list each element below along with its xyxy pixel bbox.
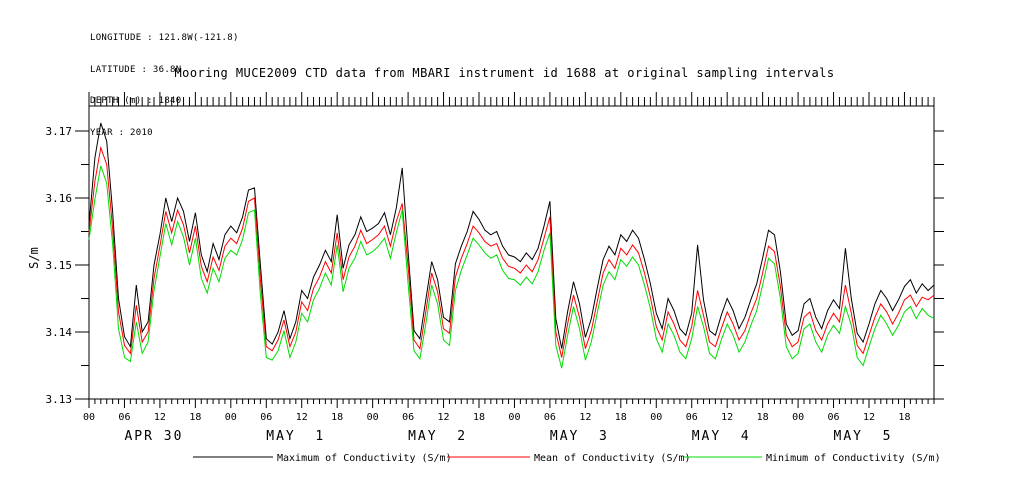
series-line-mean bbox=[88, 145, 935, 358]
x-hour-label: 00 bbox=[650, 412, 662, 423]
x-hour-label: 12 bbox=[721, 412, 733, 423]
x-day-label: MAY 2 bbox=[408, 429, 467, 444]
series-line-minimum bbox=[88, 165, 935, 369]
legend-label-mean: Mean of Conductivity (S/m) bbox=[534, 453, 691, 464]
x-hour-label: 00 bbox=[508, 412, 520, 423]
x-hour-label: 18 bbox=[757, 412, 769, 423]
plot-frame bbox=[88, 105, 935, 400]
x-hour-label: 18 bbox=[331, 412, 343, 423]
y-axis-tick-label: 3.14 bbox=[46, 326, 73, 339]
y-axis-title: S/m bbox=[27, 247, 41, 269]
y-axis-tick-label: 3.13 bbox=[46, 393, 73, 406]
x-hour-label: 12 bbox=[863, 412, 875, 423]
latitude-label: LATITUDE : 36.8N bbox=[90, 64, 182, 75]
x-day-label: MAY 5 bbox=[834, 429, 893, 444]
x-hour-label: 18 bbox=[189, 412, 201, 423]
x-day-label: MAY 1 bbox=[266, 429, 325, 444]
x-hour-label: 18 bbox=[473, 412, 485, 423]
x-hour-label: 12 bbox=[579, 412, 591, 423]
y-axis-tick-label: 3.17 bbox=[46, 125, 73, 138]
x-hour-label: 00 bbox=[367, 412, 379, 423]
y-axis-tick-label: 3.16 bbox=[46, 192, 73, 205]
series-line-maximum bbox=[88, 122, 935, 349]
x-hour-label: 00 bbox=[83, 412, 95, 423]
x-hour-label: 00 bbox=[225, 412, 237, 423]
chart-title: Mooring MUCE2009 CTD data from MBARI ins… bbox=[174, 66, 835, 80]
x-day-label: MAY 3 bbox=[550, 429, 609, 444]
x-hour-label: 06 bbox=[118, 412, 130, 423]
x-hour-label: 00 bbox=[792, 412, 804, 423]
x-hour-label: 06 bbox=[402, 412, 414, 423]
x-hour-label: 06 bbox=[260, 412, 272, 423]
legend-label-maximum: Maximum of Conductivity (S/m) bbox=[277, 453, 452, 464]
x-hour-label: 06 bbox=[828, 412, 840, 423]
metadata-block: LONGITUDE : 121.8W(-121.8) LATITUDE : 36… bbox=[90, 12, 239, 159]
x-hour-label: 12 bbox=[438, 412, 450, 423]
longitude-label: LONGITUDE : 121.8W(-121.8) bbox=[90, 33, 239, 43]
legend-label-minimum: Minimum of Conductivity (S/m) bbox=[766, 453, 941, 464]
x-hour-label: 06 bbox=[686, 412, 698, 423]
depth-label: DEPTH (m) : 1840 bbox=[90, 96, 182, 106]
x-day-label: APR 30 bbox=[124, 429, 183, 444]
x-day-label: MAY 4 bbox=[692, 429, 751, 444]
x-hour-label: 18 bbox=[898, 412, 910, 423]
x-hour-label: 06 bbox=[544, 412, 556, 423]
x-hour-label: 18 bbox=[615, 412, 627, 423]
x-hour-label: 12 bbox=[296, 412, 308, 423]
year-label: YEAR : 2010 bbox=[90, 127, 153, 138]
y-axis-tick-label: 3.15 bbox=[46, 259, 73, 272]
x-hour-label: 12 bbox=[154, 412, 166, 423]
